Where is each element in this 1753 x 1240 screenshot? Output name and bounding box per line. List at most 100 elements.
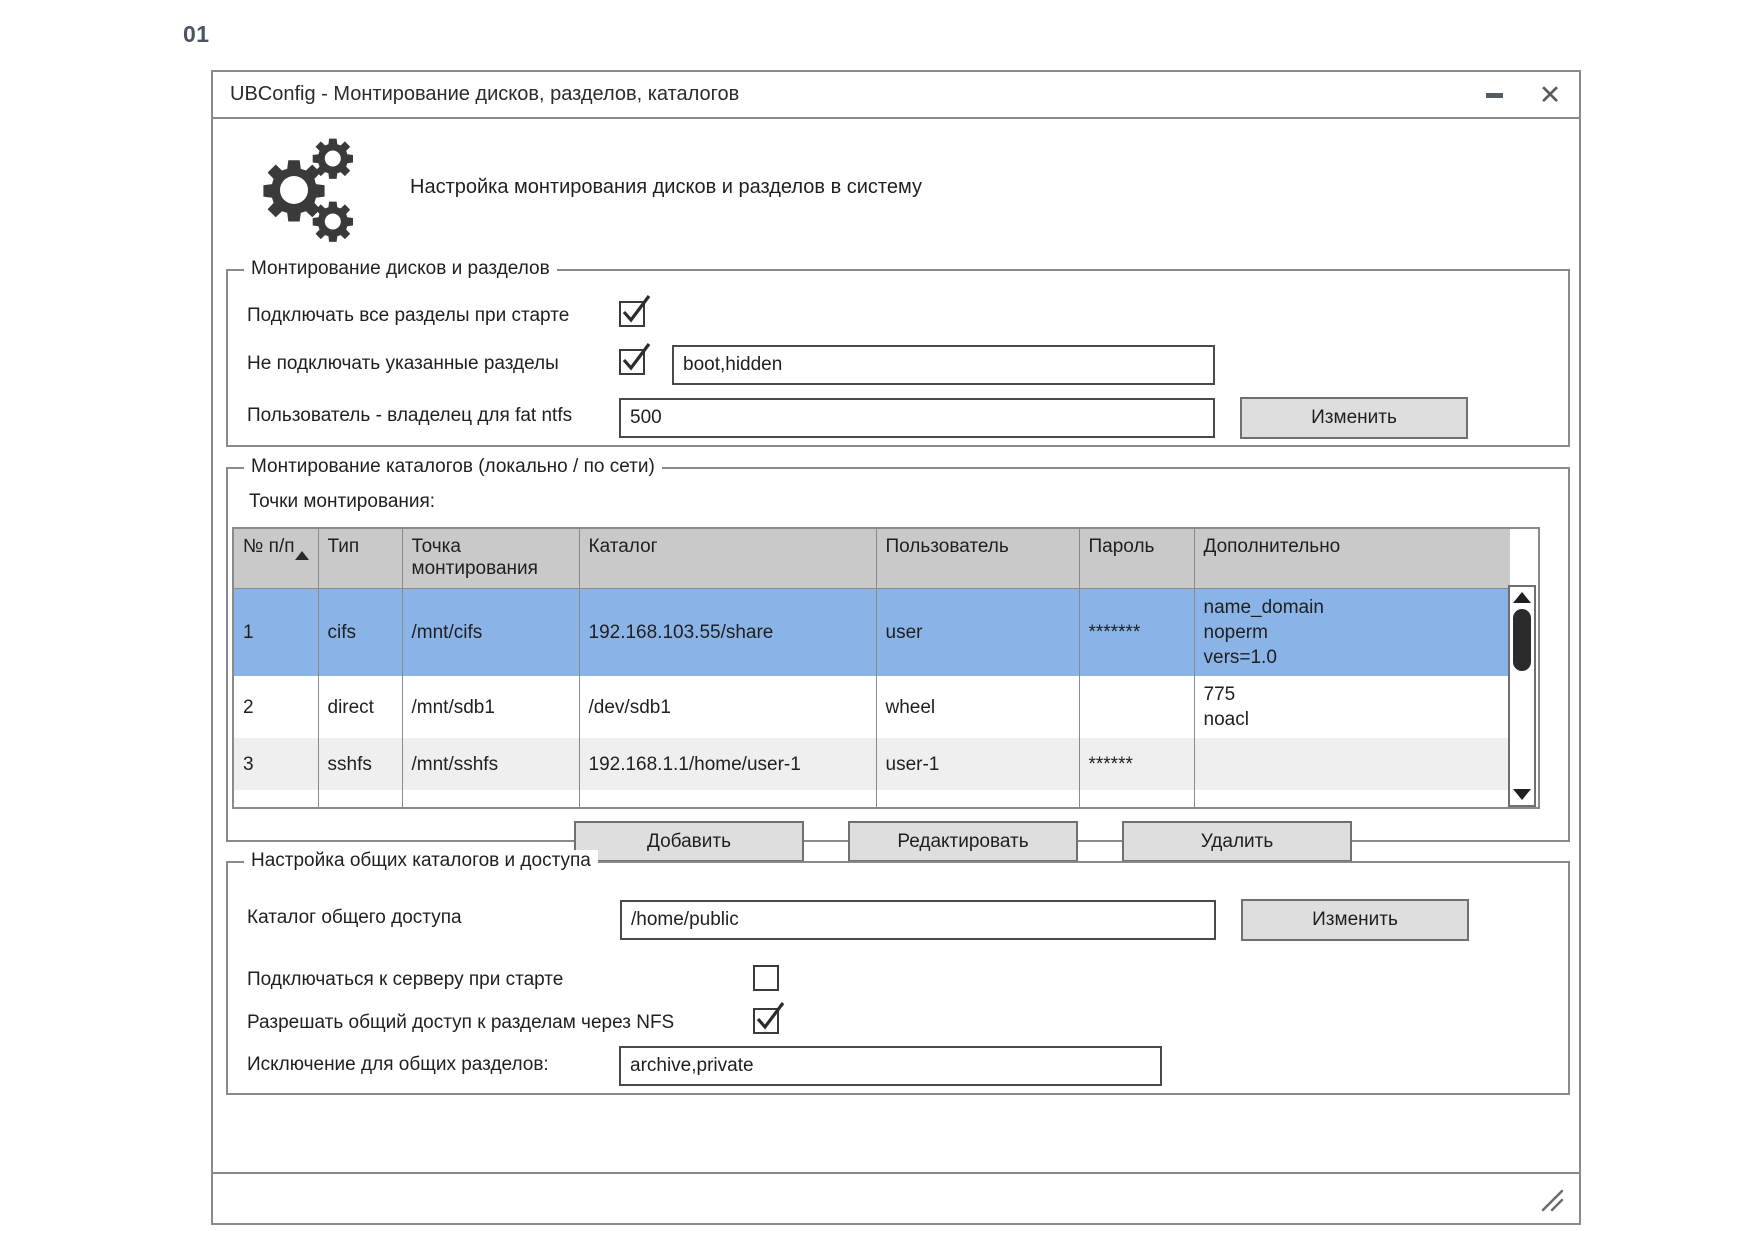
page-index-label: 01	[183, 21, 210, 47]
table-row[interactable]: 4 nfs /mnt/nfs 192.168.1.1/home/user-1	[234, 790, 1510, 807]
sharing-fieldset-legend: Настройка общих каталогов и доступа	[244, 850, 598, 872]
cell-user: user-1	[876, 738, 1080, 791]
column-header-user-label: Пользователь	[885, 536, 1009, 557]
mount-all-checkbox[interactable]	[619, 295, 651, 327]
public-dir-change-button[interactable]: Изменить	[1241, 899, 1469, 941]
column-header-number-label: № п/п	[243, 536, 295, 557]
ubconfig-window: UBConfig - Монтирование дисков, разделов…	[211, 70, 1581, 1225]
cell-mount-point: /mnt/sshfs	[402, 738, 580, 791]
cell-extra: 775 noacl	[1203, 684, 1249, 731]
column-header-type[interactable]: Тип	[318, 529, 403, 589]
window-statusbar	[213, 1172, 1579, 1223]
resize-grip-icon[interactable]	[1540, 1188, 1566, 1214]
cell-user	[876, 790, 1080, 807]
cell-number: 2	[234, 676, 319, 739]
cell-mount-point: /mnt/nfs	[402, 790, 580, 807]
column-header-user[interactable]: Пользователь	[876, 529, 1080, 589]
cell-extra	[1194, 738, 1510, 791]
edit-button[interactable]: Редактировать	[848, 821, 1078, 862]
mount-points-table-wrapper: № п/п Тип Точка монтирования Каталог Пол…	[232, 527, 1540, 809]
cell-extra	[1194, 790, 1510, 807]
cell-catalog: 192.168.1.1/home/user-1	[579, 790, 877, 807]
checkmark-icon	[622, 295, 651, 323]
disks-fieldset-legend: Монтирование дисков и разделов	[244, 258, 557, 280]
exclude-partitions-label: Не подключать указанные разделы	[247, 353, 559, 374]
directories-fieldset-legend: Монтирование каталогов (локально / по се…	[244, 456, 662, 478]
cell-password	[1079, 676, 1195, 739]
connect-on-start-label: Подключаться к серверу при старте	[247, 969, 564, 990]
window-titlebar: UBConfig - Монтирование дисков, разделов…	[213, 72, 1579, 119]
column-header-mount-point[interactable]: Точка монтирования	[402, 529, 580, 589]
minimize-icon	[1485, 93, 1503, 98]
cell-user: wheel	[876, 676, 1080, 739]
directories-fieldset: Монтирование каталогов (локально / по се…	[226, 456, 1570, 862]
sort-ascending-icon	[294, 551, 309, 560]
table-row[interactable]: 3 sshfs /mnt/sshfs 192.168.1.1/home/user…	[234, 738, 1510, 791]
column-header-extra[interactable]: Дополнительно	[1194, 529, 1510, 589]
window-controls: ✕	[1479, 72, 1565, 119]
gears-icon	[238, 137, 358, 243]
column-header-password-label: Пароль	[1088, 536, 1155, 557]
exception-label: Исключение для общих разделов:	[247, 1054, 549, 1075]
scrollbar-thumb[interactable]	[1513, 609, 1531, 671]
cell-type: nfs	[318, 790, 403, 807]
close-button[interactable]: ✕	[1535, 81, 1565, 111]
cell-catalog: /dev/sdb1	[579, 676, 877, 739]
cell-mount-point: /mnt/cifs	[402, 588, 580, 677]
cell-number: 4	[234, 790, 319, 807]
column-header-catalog-label: Каталог	[588, 536, 658, 557]
cell-type: cifs	[318, 588, 403, 677]
cell-catalog: 192.168.1.1/home/user-1	[579, 738, 877, 791]
cell-number: 3	[234, 738, 319, 791]
scroll-up-arrow-icon[interactable]	[1513, 592, 1531, 603]
fat-ntfs-owner-input[interactable]: 500	[619, 398, 1215, 438]
column-header-password[interactable]: Пароль	[1079, 529, 1195, 589]
close-icon: ✕	[1538, 80, 1562, 110]
cell-type: sshfs	[318, 738, 403, 791]
column-header-catalog[interactable]: Каталог	[579, 529, 877, 589]
column-header-mount-point-label: Точка монтирования	[411, 536, 538, 579]
public-dir-input[interactable]: /home/public	[620, 900, 1216, 940]
sharing-fieldset: Настройка общих каталогов и доступа Ката…	[226, 850, 1570, 1095]
nfs-share-checkbox[interactable]	[753, 1002, 785, 1034]
mount-points-table: № п/п Тип Точка монтирования Каталог Пол…	[234, 529, 1510, 807]
public-dir-label: Каталог общего доступа	[247, 907, 462, 928]
table-vertical-scrollbar[interactable]	[1508, 585, 1536, 807]
cell-number: 1	[234, 588, 319, 677]
header-banner: Настройка монтирования дисков и разделов…	[213, 119, 1579, 243]
cell-catalog: 192.168.103.55/share	[579, 588, 877, 677]
minimize-button[interactable]	[1479, 81, 1509, 111]
cell-type: direct	[318, 676, 403, 739]
connect-on-start-checkbox[interactable]	[753, 965, 779, 991]
cell-extra: name_domain noperm vers=1.0	[1194, 588, 1510, 677]
scroll-down-arrow-icon[interactable]	[1513, 789, 1531, 800]
mount-points-caption: Точки монтирования:	[249, 491, 436, 512]
table-header-row: № п/п Тип Точка монтирования Каталог Пол…	[234, 529, 1510, 589]
window-body: Настройка монтирования дисков и разделов…	[213, 119, 1579, 1172]
cell-password	[1079, 790, 1195, 807]
cell-user: user	[876, 588, 1080, 677]
exclude-partitions-checkbox[interactable]	[619, 343, 651, 375]
table-row[interactable]: 2 direct /mnt/sdb1 /dev/sdb1 wheel 775 n…	[234, 676, 1510, 739]
disks-fieldset: Монтирование дисков и разделов Подключат…	[226, 258, 1570, 447]
mount-all-label: Подключать все разделы при старте	[247, 305, 570, 326]
column-header-number[interactable]: № п/п	[234, 529, 319, 589]
cell-password: *******	[1079, 588, 1195, 677]
table-row[interactable]: 1 cifs /mnt/cifs 192.168.103.55/share us…	[234, 588, 1510, 677]
nfs-share-label: Разрешать общий доступ к разделам через …	[247, 1012, 675, 1033]
fat-ntfs-owner-change-button[interactable]: Изменить	[1240, 397, 1468, 439]
fat-ntfs-owner-label: Пользователь - владелец для fat ntfs	[247, 405, 573, 426]
add-button[interactable]: Добавить	[574, 821, 804, 862]
window-title: UBConfig - Монтирование дисков, разделов…	[230, 83, 740, 105]
delete-button[interactable]: Удалить	[1122, 821, 1352, 862]
exception-input[interactable]: archive,private	[619, 1046, 1162, 1086]
checkmark-icon	[622, 343, 651, 371]
checkmark-icon	[756, 1002, 785, 1030]
exclude-partitions-input[interactable]: boot,hidden	[672, 345, 1215, 385]
cell-password: ******	[1079, 738, 1195, 791]
header-caption: Настройка монтирования дисков и разделов…	[410, 176, 922, 198]
column-header-extra-label: Дополнительно	[1203, 536, 1341, 557]
cell-mount-point: /mnt/sdb1	[402, 676, 580, 739]
column-header-type-label: Тип	[327, 536, 360, 557]
